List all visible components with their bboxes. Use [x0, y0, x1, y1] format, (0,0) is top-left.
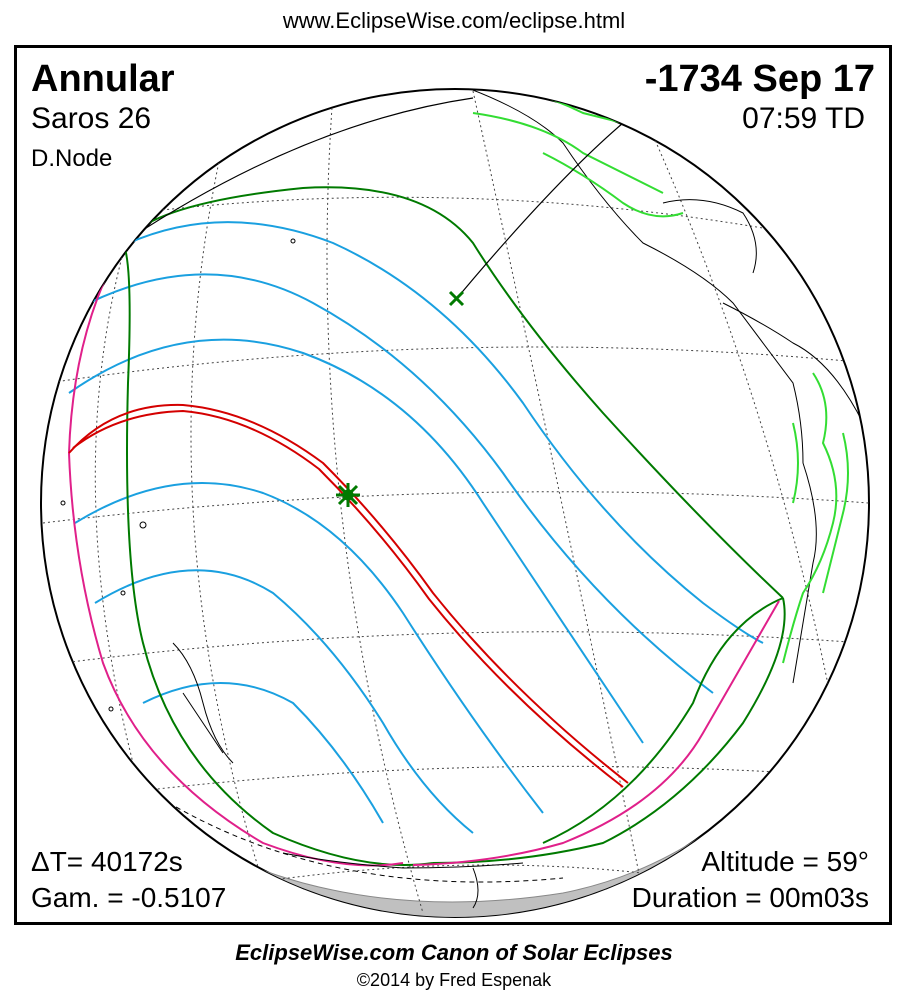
eclipse-date: -1734 Sep 17	[644, 58, 875, 100]
saros-number: Saros 26	[31, 102, 152, 135]
footer-title: EclipseWise.com Canon of Solar Eclipses	[235, 940, 673, 965]
penumbral-limits	[122, 186, 786, 866]
rise-set-curves	[67, 246, 780, 867]
gamma: Gam. = -0.5107	[31, 882, 227, 913]
eclipse-duration: Duration = 00m03s	[631, 882, 869, 913]
magnitude-curves	[68, 221, 764, 834]
globe-map	[40, 88, 870, 918]
header-url[interactable]: www.EclipseWise.com/eclipse.html	[282, 8, 626, 33]
eclipse-time: 07:59 TD	[742, 102, 865, 135]
node: D.Node	[31, 145, 113, 172]
coastlines	[60, 89, 864, 909]
central-path	[68, 403, 629, 788]
asterisk-marker-icon	[336, 483, 360, 507]
eclipse-map-frame: Annular Saros 26 D.Node -1734 Sep 17 07:…	[14, 45, 892, 925]
x-marker-icon	[448, 290, 465, 307]
eclipse-type: Annular	[31, 58, 175, 100]
footer-copyright: ©2014 by Fred Espenak	[356, 970, 552, 990]
boundary-lines	[122, 97, 624, 304]
delta-t: ΔT= 40172s	[31, 846, 183, 877]
globe-disc	[40, 88, 870, 918]
sun-altitude: Altitude = 59°	[701, 846, 869, 877]
